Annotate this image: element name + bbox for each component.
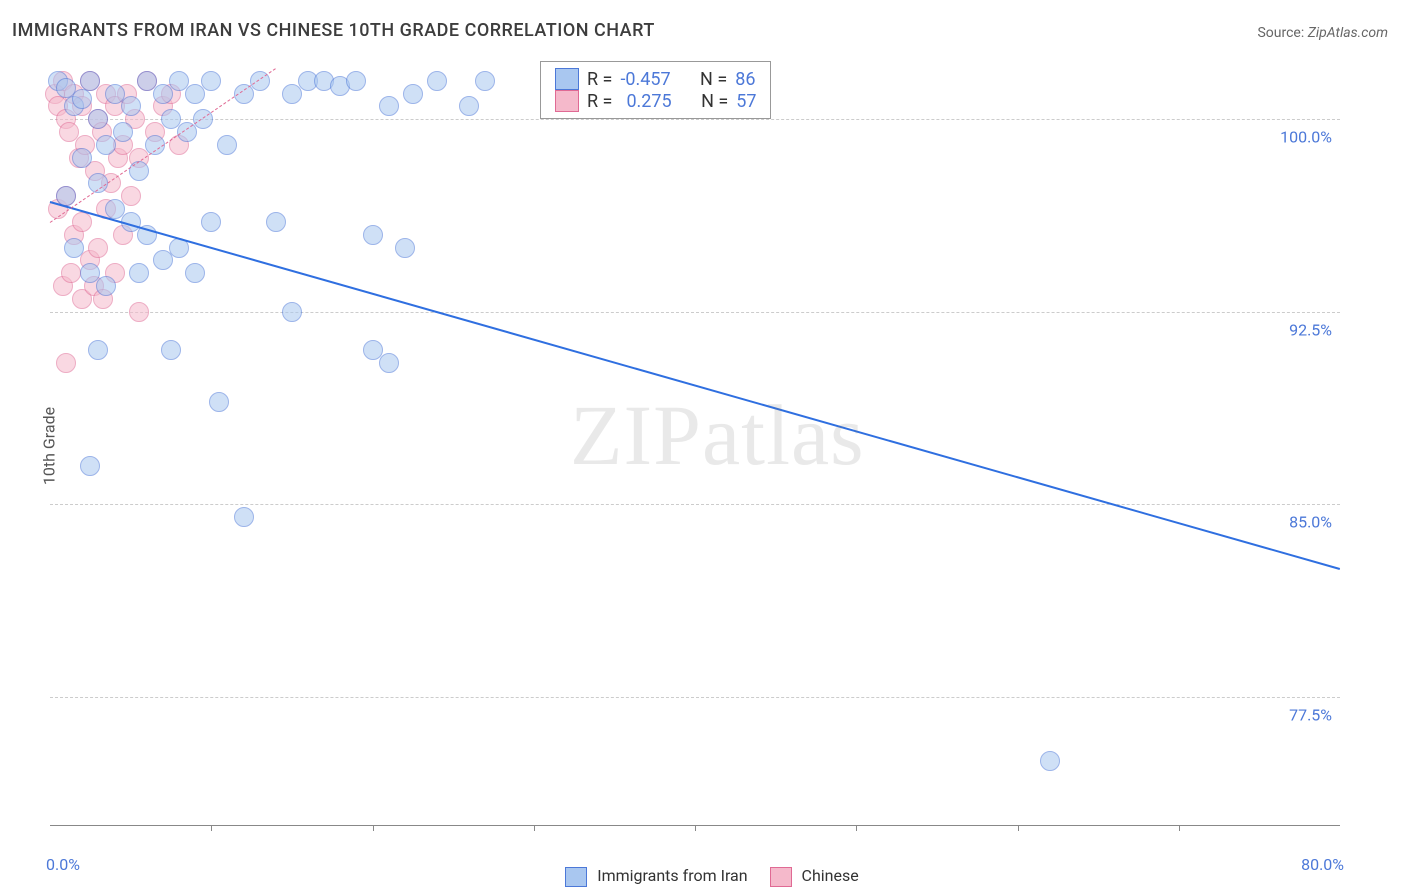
legend-N-iran: 86 bbox=[735, 69, 755, 90]
data-point bbox=[363, 225, 383, 245]
data-point bbox=[459, 96, 479, 116]
data-point bbox=[121, 186, 141, 206]
data-point bbox=[161, 340, 181, 360]
data-point bbox=[88, 238, 108, 258]
data-point bbox=[72, 89, 92, 109]
legend-swatch-chinese bbox=[555, 90, 579, 112]
x-tick bbox=[534, 825, 535, 831]
legend-swatch-chinese-b bbox=[770, 867, 792, 887]
data-point bbox=[129, 302, 149, 322]
data-point bbox=[234, 507, 254, 527]
x-tick bbox=[373, 825, 374, 831]
data-point bbox=[129, 263, 149, 283]
data-point bbox=[346, 71, 366, 91]
x-tick bbox=[695, 825, 696, 831]
y-tick-label: 100.0% bbox=[1280, 128, 1332, 147]
legend-label-iran: Immigrants from Iran bbox=[597, 866, 747, 885]
y-tick-label: 85.0% bbox=[1289, 513, 1332, 532]
data-point bbox=[282, 84, 302, 104]
x-tick bbox=[211, 825, 212, 831]
data-point bbox=[1040, 751, 1060, 771]
legend-N-chinese: 57 bbox=[736, 91, 756, 112]
y-tick-label: 77.5% bbox=[1289, 705, 1332, 724]
plot-inner: 77.5% 85.0% 92.5% 100.0% bbox=[50, 55, 1340, 825]
data-point bbox=[121, 96, 141, 116]
chart-title: IMMIGRANTS FROM IRAN VS CHINESE 10TH GRA… bbox=[12, 20, 655, 41]
series-legend: Immigrants from Iran Chinese bbox=[0, 866, 1406, 887]
legend-R-label: R = bbox=[587, 69, 612, 90]
data-point bbox=[475, 71, 495, 91]
data-point bbox=[201, 212, 221, 232]
data-point bbox=[185, 84, 205, 104]
legend-row-iran: R = -0.457 N = 86 bbox=[555, 68, 756, 90]
data-point bbox=[379, 353, 399, 373]
data-point bbox=[96, 276, 116, 296]
gridline bbox=[50, 119, 1340, 120]
data-point bbox=[185, 263, 205, 283]
plot-area: 77.5%85.0%92.5%100.0% ZIPatlas R = -0.45… bbox=[50, 55, 1340, 826]
y-tick-label: 92.5% bbox=[1289, 320, 1332, 339]
data-point bbox=[88, 340, 108, 360]
legend-row-chinese: R = 0.275 N = 57 bbox=[555, 90, 756, 112]
source-attribution: Source: ZipAtlas.com bbox=[1257, 25, 1388, 41]
data-point bbox=[403, 84, 423, 104]
source-value: ZipAtlas.com bbox=[1308, 25, 1388, 41]
data-point bbox=[282, 302, 302, 322]
data-point bbox=[72, 212, 92, 232]
gridline bbox=[50, 697, 1340, 698]
data-point bbox=[72, 148, 92, 168]
legend-swatch-iran bbox=[555, 68, 579, 90]
x-tick bbox=[856, 825, 857, 831]
data-point bbox=[56, 353, 76, 373]
legend-R-label2: R = bbox=[587, 91, 612, 112]
data-point bbox=[61, 263, 81, 283]
data-point bbox=[113, 122, 133, 142]
source-label: Source: bbox=[1257, 25, 1304, 41]
data-point bbox=[209, 392, 229, 412]
legend-N-label2: N = bbox=[701, 91, 728, 112]
data-point bbox=[64, 238, 84, 258]
legend-R-iran: -0.457 bbox=[620, 69, 670, 90]
data-point bbox=[153, 84, 173, 104]
data-point bbox=[201, 71, 221, 91]
legend-N-label: N = bbox=[700, 69, 727, 90]
data-point bbox=[129, 161, 149, 181]
legend-R-chinese: 0.275 bbox=[620, 91, 671, 112]
legend-swatch-iran-b bbox=[565, 867, 587, 887]
gridline bbox=[50, 312, 1340, 313]
data-point bbox=[80, 71, 100, 91]
data-point bbox=[379, 96, 399, 116]
data-point bbox=[217, 135, 237, 155]
x-tick bbox=[1179, 825, 1180, 831]
correlation-legend: R = -0.457 N = 86 R = 0.275 N = 57 bbox=[540, 61, 771, 119]
data-point bbox=[395, 238, 415, 258]
gridline bbox=[50, 504, 1340, 505]
data-point bbox=[266, 212, 286, 232]
x-tick bbox=[1018, 825, 1019, 831]
legend-label-chinese: Chinese bbox=[802, 866, 859, 885]
data-point bbox=[80, 456, 100, 476]
data-point bbox=[427, 71, 447, 91]
data-point bbox=[88, 109, 108, 129]
